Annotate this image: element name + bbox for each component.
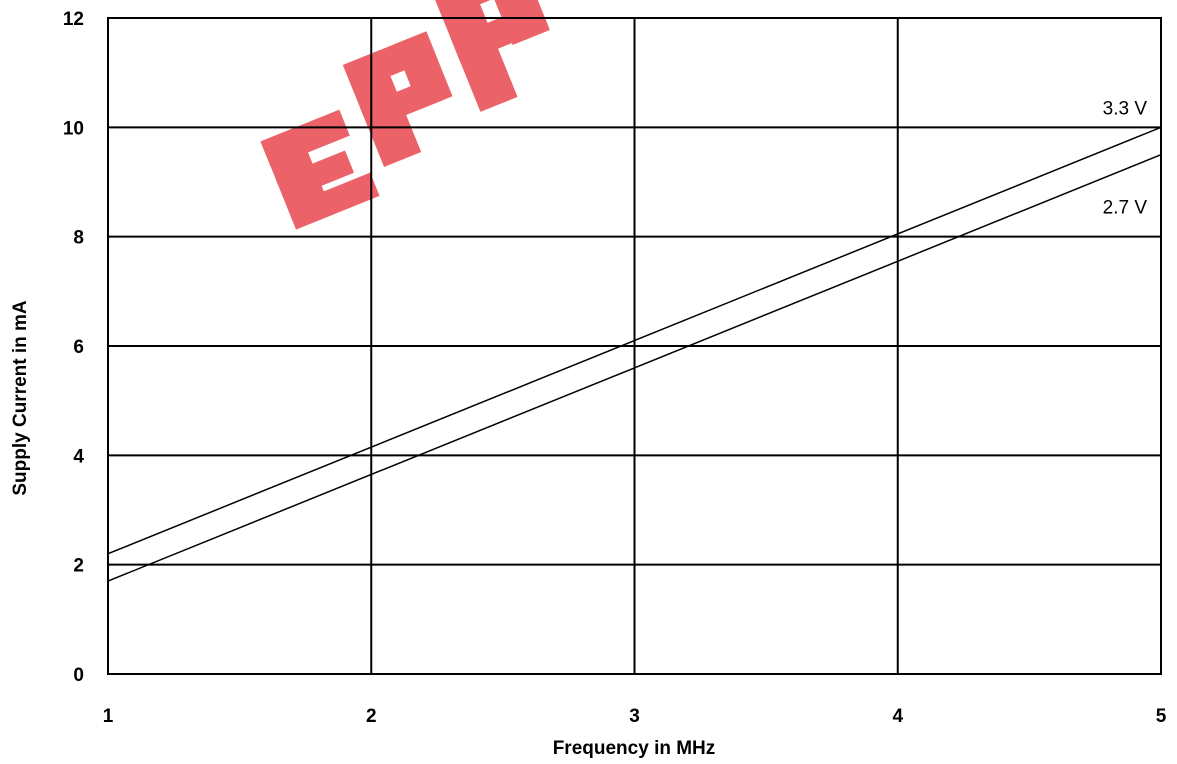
- x-axis-title: Frequency in MHz: [553, 738, 716, 759]
- watermark-logo: [260, 0, 550, 230]
- x-tick-labels: 1 2 3 4 5: [103, 706, 1167, 727]
- x-tick-label: 3: [629, 706, 640, 727]
- y-tick-label: 10: [63, 118, 84, 139]
- y-tick-label: 2: [73, 556, 84, 577]
- y-tick-label: 12: [63, 9, 84, 30]
- y-tick-label: 8: [73, 228, 84, 249]
- series-label: 2.7 V: [1103, 198, 1148, 219]
- series-labels: 3.3 V 2.7 V: [1103, 98, 1148, 218]
- plot-frame: [107, 17, 1162, 675]
- x-tick-label: 4: [892, 706, 903, 727]
- series-label: 3.3 V: [1103, 98, 1148, 119]
- x-tick-label: 2: [366, 706, 377, 727]
- y-tick-labels: 0 2 4 6 8 10 12: [63, 9, 85, 686]
- y-tick-label: 0: [73, 665, 84, 686]
- y-tick-label: 6: [73, 337, 84, 358]
- series-line-3-3-V: [107, 126, 1162, 555]
- y-tick-label: 4: [73, 446, 84, 467]
- x-tick-label: 5: [1156, 706, 1167, 727]
- series-lines: [107, 126, 1162, 582]
- series-line-2-7-V: [107, 153, 1162, 582]
- y-axis-title: Supply Current in mA: [10, 300, 31, 496]
- x-tick-label: 1: [103, 706, 114, 727]
